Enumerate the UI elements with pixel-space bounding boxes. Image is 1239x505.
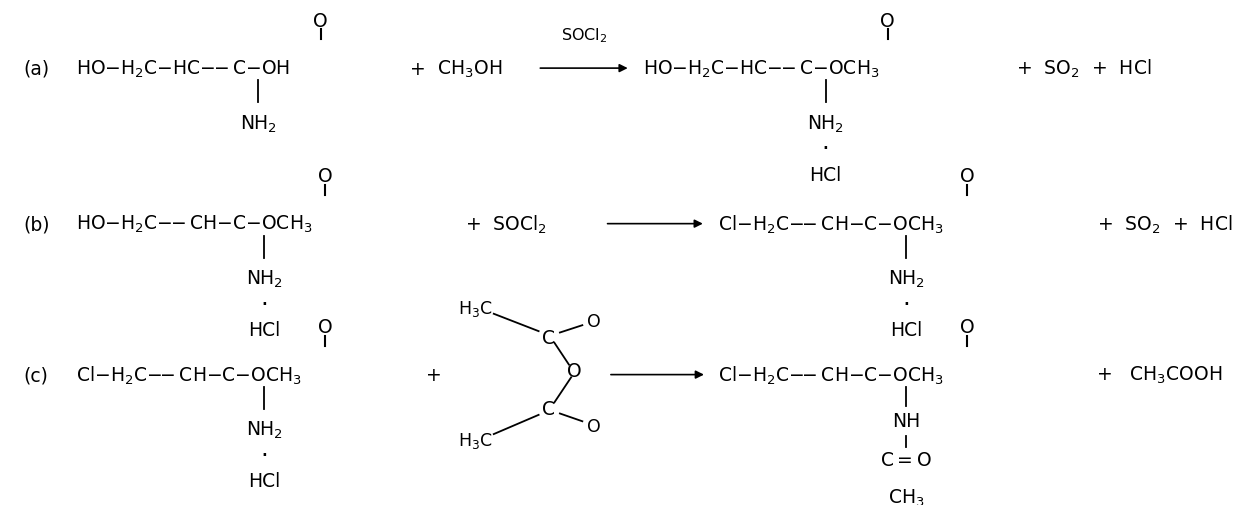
Text: HO$-$H$_2$C$-$HC$-\!\!-$C$-$OCH$_3$: HO$-$H$_2$C$-$HC$-\!\!-$C$-$OCH$_3$: [643, 59, 880, 80]
Text: CH$_3$: CH$_3$: [888, 487, 924, 505]
Text: H$_3$C: H$_3$C: [458, 298, 493, 319]
Text: HCl: HCl: [890, 321, 922, 339]
Text: O: O: [313, 12, 328, 30]
Text: O: O: [960, 167, 975, 186]
Text: H$_3$C: H$_3$C: [458, 430, 493, 449]
Text: HCl: HCl: [248, 321, 280, 339]
Text: NH$_2$: NH$_2$: [888, 268, 924, 289]
Text: (a): (a): [24, 60, 50, 78]
Text: $+$  SO$_2$  $+$  HCl: $+$ SO$_2$ $+$ HCl: [1016, 58, 1152, 80]
Text: NH$_2$: NH$_2$: [245, 419, 282, 440]
Text: O: O: [317, 318, 332, 336]
Text: $+$  SO$_2$  $+$  HCl: $+$ SO$_2$ $+$ HCl: [1097, 213, 1233, 235]
Text: (b): (b): [24, 215, 50, 234]
Text: NH$_2$: NH$_2$: [245, 268, 282, 289]
Text: C: C: [543, 328, 555, 347]
Text: Cl$-$H$_2$C$-\!\!-$CH$-$C$-$OCH$_3$: Cl$-$H$_2$C$-\!\!-$CH$-$C$-$OCH$_3$: [717, 364, 944, 386]
Text: C: C: [543, 399, 555, 419]
Text: +: +: [426, 366, 442, 384]
Text: O: O: [960, 318, 975, 336]
Text: O: O: [586, 417, 601, 435]
Text: HCl: HCl: [809, 166, 841, 184]
Text: CH$_3$OH: CH$_3$OH: [436, 59, 502, 80]
Text: O: O: [586, 312, 601, 330]
Text: Cl$-$H$_2$C$-\!\!-$CH$-$C$-$OCH$_3$: Cl$-$H$_2$C$-\!\!-$CH$-$C$-$OCH$_3$: [717, 213, 944, 235]
Text: SOCl$_2$: SOCl$_2$: [561, 27, 607, 45]
Text: Cl$-$H$_2$C$-\!\!-$CH$-$C$-$OCH$_3$: Cl$-$H$_2$C$-\!\!-$CH$-$C$-$OCH$_3$: [76, 364, 301, 386]
Text: ·: ·: [821, 137, 829, 161]
Text: ·: ·: [260, 443, 268, 467]
Text: $+$   CH$_3$COOH: $+$ CH$_3$COOH: [1095, 364, 1223, 385]
Text: NH$_2$: NH$_2$: [240, 113, 276, 134]
Text: HCl: HCl: [248, 471, 280, 490]
Text: NH: NH: [892, 411, 921, 430]
Text: O: O: [881, 12, 895, 30]
Text: O: O: [317, 167, 332, 186]
Text: HO$-$H$_2$C$-\!\!-$CH$-$C$-$OCH$_3$: HO$-$H$_2$C$-\!\!-$CH$-$C$-$OCH$_3$: [76, 214, 312, 235]
Text: $+$  SOCl$_2$: $+$ SOCl$_2$: [465, 213, 546, 235]
Text: O: O: [567, 362, 582, 381]
Text: ·: ·: [902, 292, 911, 316]
Text: NH$_2$: NH$_2$: [807, 113, 844, 134]
Text: HO$-$H$_2$C$-$HC$-\!\!-$C$-$OH: HO$-$H$_2$C$-$HC$-\!\!-$C$-$OH: [76, 59, 290, 80]
Text: C$=$O: C$=$O: [881, 450, 932, 469]
Text: ·: ·: [260, 292, 268, 316]
Text: (c): (c): [24, 366, 48, 384]
Text: +: +: [410, 60, 425, 78]
